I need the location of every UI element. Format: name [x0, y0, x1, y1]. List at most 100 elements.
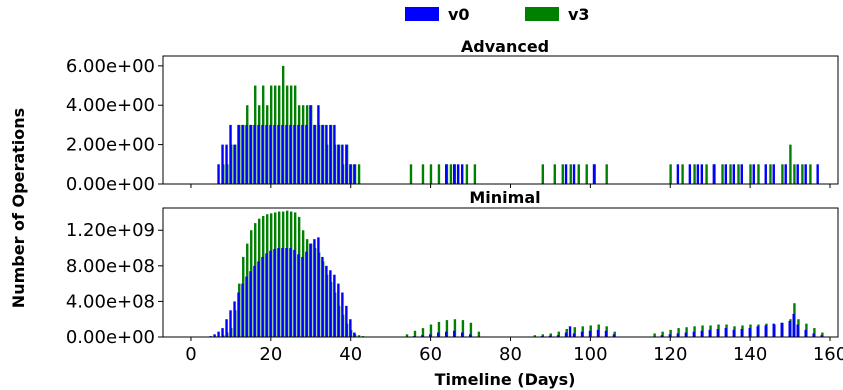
bar-v0 — [748, 328, 751, 337]
bar-v0 — [249, 271, 252, 337]
bar-v0 — [784, 164, 787, 184]
bar-v3 — [605, 164, 608, 184]
bar-v0 — [253, 265, 256, 337]
bar-v0 — [329, 124, 332, 184]
bar-v3 — [749, 164, 752, 184]
bar-v0 — [572, 164, 576, 184]
bar-v0 — [245, 124, 248, 184]
bar-v3 — [429, 324, 433, 337]
bar-v3 — [577, 164, 580, 184]
legend-swatch-v3 — [525, 7, 559, 21]
bar-v0 — [437, 332, 440, 337]
bar-v0 — [333, 124, 336, 184]
bar-v3 — [553, 164, 556, 184]
bar-v0 — [660, 335, 664, 337]
bar-v0 — [253, 124, 256, 184]
legend-label-v3: v3 — [568, 5, 590, 24]
x-tick-label: 40 — [339, 344, 362, 365]
bar-v0 — [269, 250, 272, 337]
bar-v0 — [293, 249, 296, 337]
bar-v3 — [449, 164, 453, 184]
bar-v0 — [305, 124, 308, 184]
bar-v3 — [445, 320, 449, 337]
bar-v3 — [557, 331, 560, 337]
bar-v3 — [461, 320, 465, 337]
y-tick-label: 0.00e+00 — [66, 174, 155, 195]
bar-v0 — [588, 330, 592, 337]
bar-v0 — [592, 164, 596, 184]
bar-v0 — [309, 243, 312, 337]
bar-v3 — [437, 164, 441, 184]
x-tick-label: 160 — [813, 344, 843, 365]
bar-v0 — [445, 164, 448, 184]
bar-v0 — [317, 237, 320, 337]
bar-v0 — [317, 105, 320, 184]
bar-v0 — [297, 124, 300, 184]
bar-v0 — [241, 283, 244, 337]
bar-v0 — [321, 256, 324, 337]
bar-v3 — [757, 164, 760, 184]
bar-v0 — [724, 328, 728, 337]
y-tick-label: 6.00e+00 — [66, 56, 155, 77]
x-tick-label: 80 — [499, 344, 522, 365]
bar-v0 — [273, 248, 276, 337]
bar-v0 — [237, 124, 240, 184]
legend-label-v0: v0 — [448, 5, 470, 24]
bar-v0 — [772, 323, 775, 337]
bar-v0 — [700, 330, 704, 337]
bar-v3 — [409, 164, 413, 184]
bar-v3 — [405, 334, 409, 337]
bar-v0 — [257, 124, 260, 184]
bar-v0 — [237, 292, 240, 337]
bar-v0 — [265, 124, 268, 184]
bar-v3 — [357, 164, 361, 184]
bar-v0 — [612, 334, 616, 337]
bar-v0 — [289, 248, 292, 337]
bar-v3 — [809, 164, 812, 184]
x-tick-label: 120 — [653, 344, 687, 365]
bar-v0 — [277, 124, 280, 184]
bar-v3 — [693, 164, 696, 184]
bar-v0 — [257, 261, 260, 337]
bar-v0 — [337, 144, 340, 184]
bar-v3 — [821, 332, 824, 337]
bar-v0 — [457, 164, 460, 184]
subplot-title-advanced: Advanced — [461, 37, 549, 56]
bar-v0 — [233, 144, 236, 184]
bar-v0 — [305, 251, 308, 337]
bar-v0 — [301, 256, 304, 337]
bar-v0 — [556, 335, 560, 337]
bar-v3 — [541, 334, 544, 337]
bar-v3 — [473, 164, 477, 184]
bar-v3 — [453, 319, 457, 337]
bar-v0 — [221, 144, 224, 184]
bar-v0 — [445, 331, 448, 337]
bar-v3 — [653, 333, 656, 337]
bar-v3 — [669, 164, 672, 184]
bar-v3 — [705, 164, 708, 184]
plot-frame — [162, 207, 839, 338]
bar-v0 — [293, 124, 296, 184]
y-tick-label: 0.00e+00 — [66, 327, 155, 348]
bar-v0 — [596, 329, 600, 337]
bar-v0 — [676, 164, 680, 184]
bar-v3 — [729, 164, 732, 184]
bar-v3 — [437, 321, 441, 337]
bar-v0 — [289, 124, 292, 184]
bar-v0 — [285, 248, 288, 337]
bar-v0 — [772, 164, 775, 184]
bar-v0 — [313, 239, 316, 337]
bar-v0 — [732, 164, 735, 184]
bar-v0 — [468, 334, 472, 337]
bar-v0 — [329, 270, 332, 337]
bar-v0 — [429, 334, 432, 337]
bar-v0 — [764, 164, 767, 184]
bar-v0 — [301, 124, 304, 184]
bar-v0 — [461, 164, 464, 184]
bar-v3 — [465, 164, 469, 184]
bar-v0 — [309, 105, 312, 184]
bar-v0 — [816, 164, 819, 184]
bar-v3 — [669, 329, 672, 337]
bar-v0 — [337, 283, 340, 337]
